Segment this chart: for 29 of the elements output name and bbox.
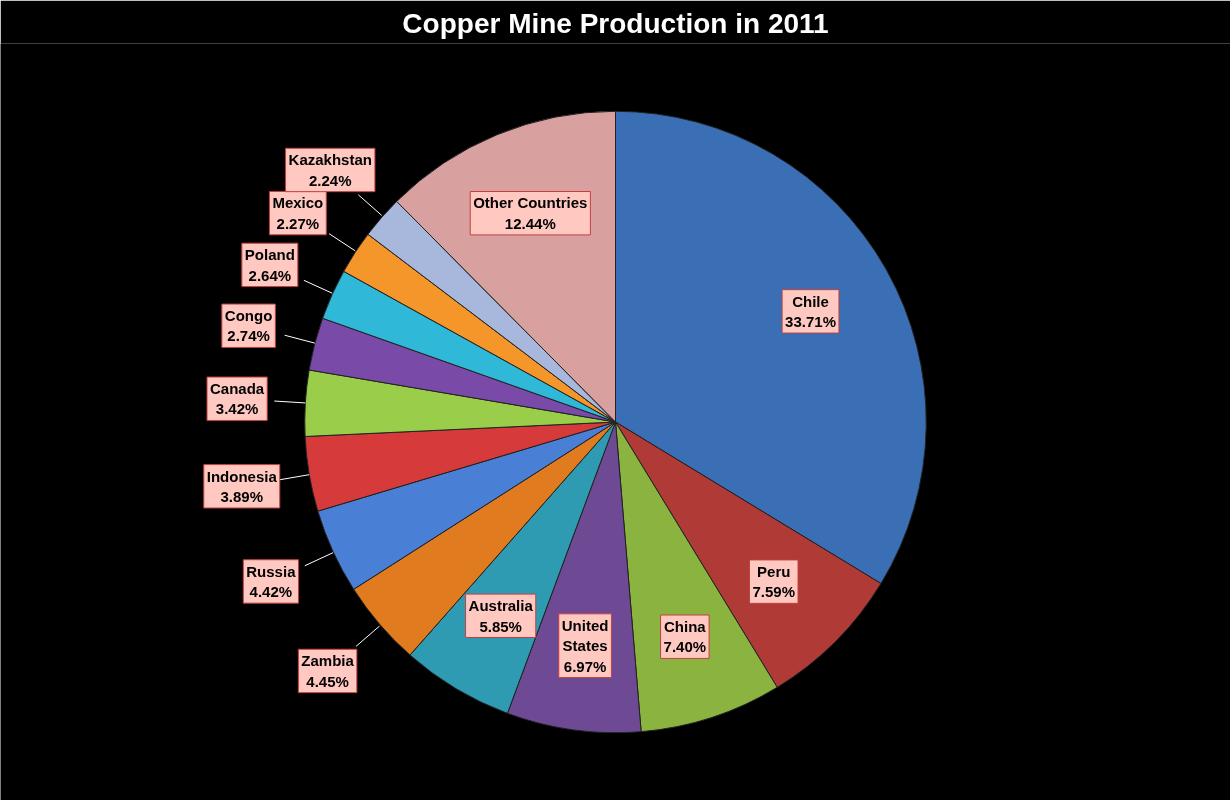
slice-label: Zambia xyxy=(301,652,355,670)
slice-label: Peru xyxy=(757,562,791,580)
slice-label: Mexico xyxy=(272,194,324,212)
data-label: 6.97% xyxy=(563,657,607,675)
slice-label: Kazakhstan xyxy=(288,151,372,169)
slice-label: Other Countries xyxy=(473,194,588,212)
data-label: 2.64% xyxy=(248,266,292,284)
slice-label: Chile xyxy=(792,292,829,310)
slice-label: Russia xyxy=(246,562,297,580)
data-label: 12.44% xyxy=(504,214,556,232)
chart-title: Copper Mine Production in 2011 xyxy=(402,7,829,39)
slice-label: Australia xyxy=(468,597,534,615)
data-label: 2.27% xyxy=(276,214,320,232)
data-label: 5.85% xyxy=(479,617,522,635)
slice-label: Canada xyxy=(210,380,265,398)
data-label: 3.89% xyxy=(220,487,264,505)
slice-label: United States xyxy=(561,616,609,655)
data-label: 7.40% xyxy=(663,638,707,656)
data-label: 2.74% xyxy=(227,327,270,345)
data-label: 4.42% xyxy=(249,583,293,601)
slice-label: Indonesia xyxy=(206,467,278,485)
slice-label: Poland xyxy=(244,246,295,264)
data-label: 33.71% xyxy=(785,313,836,331)
data-label: 3.42% xyxy=(215,400,259,418)
slice-label: China xyxy=(663,618,707,636)
data-label: 4.45% xyxy=(306,672,349,690)
data-label: 7.59% xyxy=(752,583,796,601)
data-label: 2.24% xyxy=(308,171,352,189)
slice-label: Congo xyxy=(224,307,273,325)
